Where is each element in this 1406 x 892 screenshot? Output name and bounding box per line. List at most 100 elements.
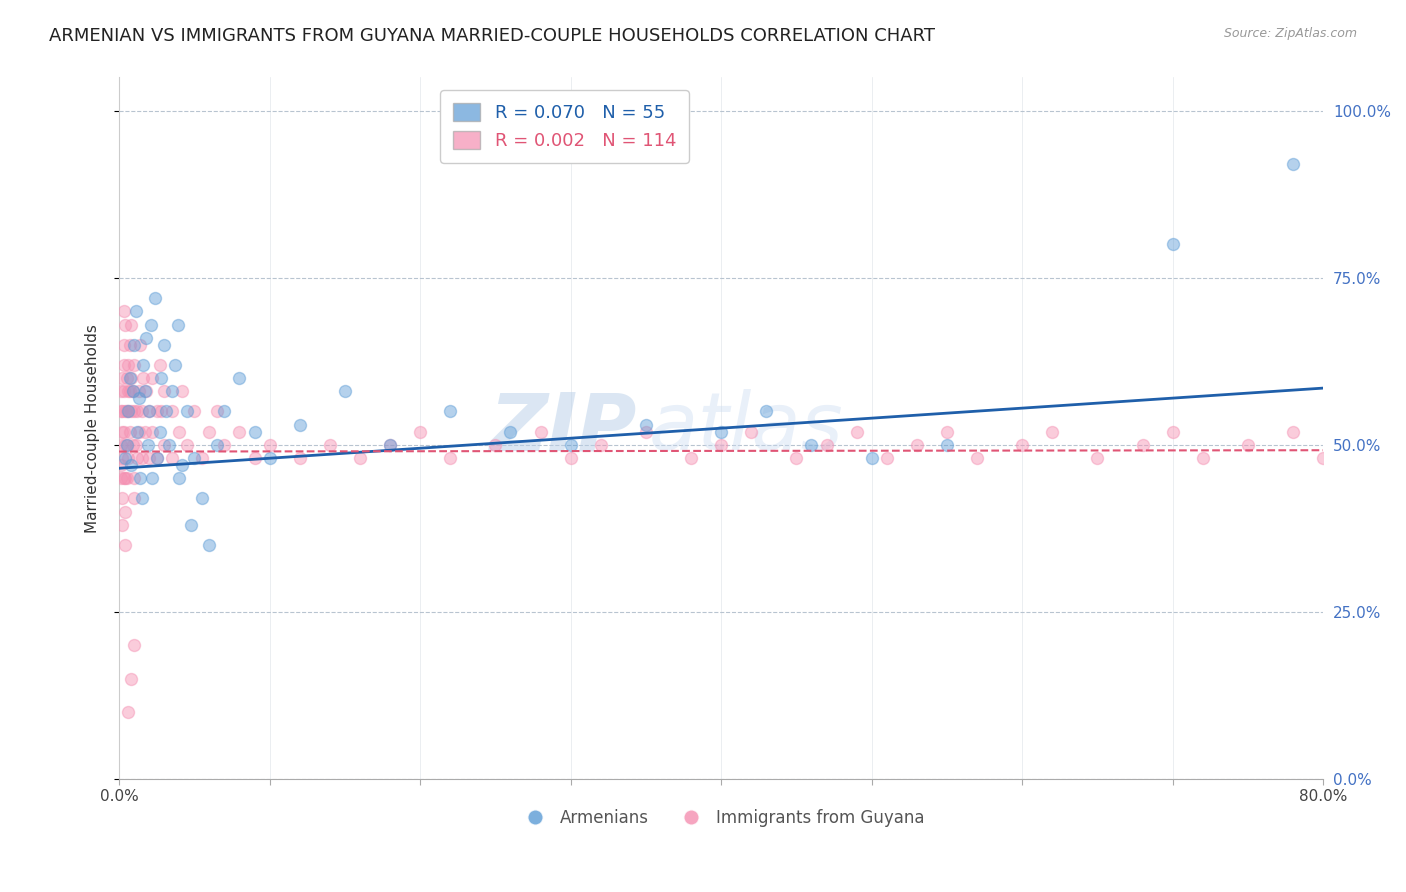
Point (110, 384, 132, 399)
Point (176, 404, 198, 418)
Point (110, 404, 132, 418)
Text: ZIP: ZIP (489, 389, 637, 467)
Point (214, 438, 236, 452)
Point (110, 458, 132, 472)
Point (183, 451, 205, 466)
Point (124, 438, 146, 452)
Point (800, 438, 823, 452)
Point (1040, 425, 1063, 439)
Point (115, 371, 138, 385)
Point (117, 705, 139, 719)
Point (114, 538, 136, 552)
Point (121, 384, 143, 399)
Point (149, 358, 172, 372)
Point (111, 371, 134, 385)
Point (117, 358, 139, 372)
Point (112, 384, 135, 399)
Point (785, 451, 807, 466)
Point (1011, 438, 1033, 452)
Point (120, 371, 142, 385)
Legend: Armenians, Immigrants from Guyana: Armenians, Immigrants from Guyana (512, 803, 931, 834)
Point (157, 438, 180, 452)
Point (166, 318, 188, 332)
Point (1087, 451, 1109, 466)
Point (128, 391, 150, 405)
Point (115, 404, 138, 418)
Point (484, 438, 506, 452)
Point (755, 404, 778, 418)
Point (288, 451, 311, 466)
Point (1312, 451, 1334, 466)
Point (132, 371, 155, 385)
Point (149, 425, 172, 439)
Point (176, 438, 198, 452)
Point (127, 404, 149, 418)
Point (710, 438, 733, 452)
Point (118, 337, 141, 351)
Point (191, 451, 214, 466)
Point (681, 451, 703, 466)
Point (121, 438, 143, 452)
Point (288, 417, 311, 432)
Point (110, 471, 132, 485)
Point (138, 404, 160, 418)
Point (122, 358, 145, 372)
Point (1161, 425, 1184, 439)
Point (191, 491, 214, 506)
Point (127, 451, 149, 466)
Point (1161, 237, 1184, 252)
Point (710, 425, 733, 439)
Point (145, 451, 167, 466)
Point (114, 404, 136, 418)
Point (319, 438, 342, 452)
Point (139, 318, 162, 332)
Point (134, 425, 156, 439)
Point (1237, 438, 1260, 452)
Point (131, 451, 153, 466)
Text: atlas: atlas (650, 389, 844, 467)
Point (138, 404, 160, 418)
Point (560, 451, 582, 466)
Point (111, 491, 134, 506)
Point (141, 471, 163, 485)
Point (740, 425, 762, 439)
Point (143, 291, 166, 305)
Point (378, 438, 401, 452)
Point (128, 384, 150, 399)
Point (1192, 451, 1215, 466)
Point (153, 438, 176, 452)
Point (1132, 438, 1154, 452)
Point (117, 451, 139, 466)
Point (205, 438, 228, 452)
Point (117, 404, 139, 418)
Point (114, 505, 136, 519)
Point (198, 425, 221, 439)
Point (120, 404, 142, 418)
Point (529, 425, 551, 439)
Point (118, 384, 141, 399)
Point (860, 451, 883, 466)
Point (132, 358, 155, 372)
Point (134, 384, 156, 399)
Point (124, 304, 146, 318)
Point (160, 451, 183, 466)
Point (128, 425, 150, 439)
Point (115, 438, 138, 452)
Point (112, 425, 135, 439)
Point (634, 417, 657, 432)
Point (131, 491, 153, 506)
Point (499, 425, 522, 439)
Point (114, 318, 136, 332)
Point (634, 425, 657, 439)
Point (114, 438, 136, 452)
Point (936, 438, 959, 452)
Point (160, 384, 183, 399)
Point (1282, 157, 1305, 171)
Point (145, 404, 167, 418)
Point (115, 471, 138, 485)
Point (122, 337, 145, 351)
Point (138, 451, 160, 466)
Point (172, 458, 194, 472)
Point (378, 438, 401, 452)
Point (118, 371, 141, 385)
